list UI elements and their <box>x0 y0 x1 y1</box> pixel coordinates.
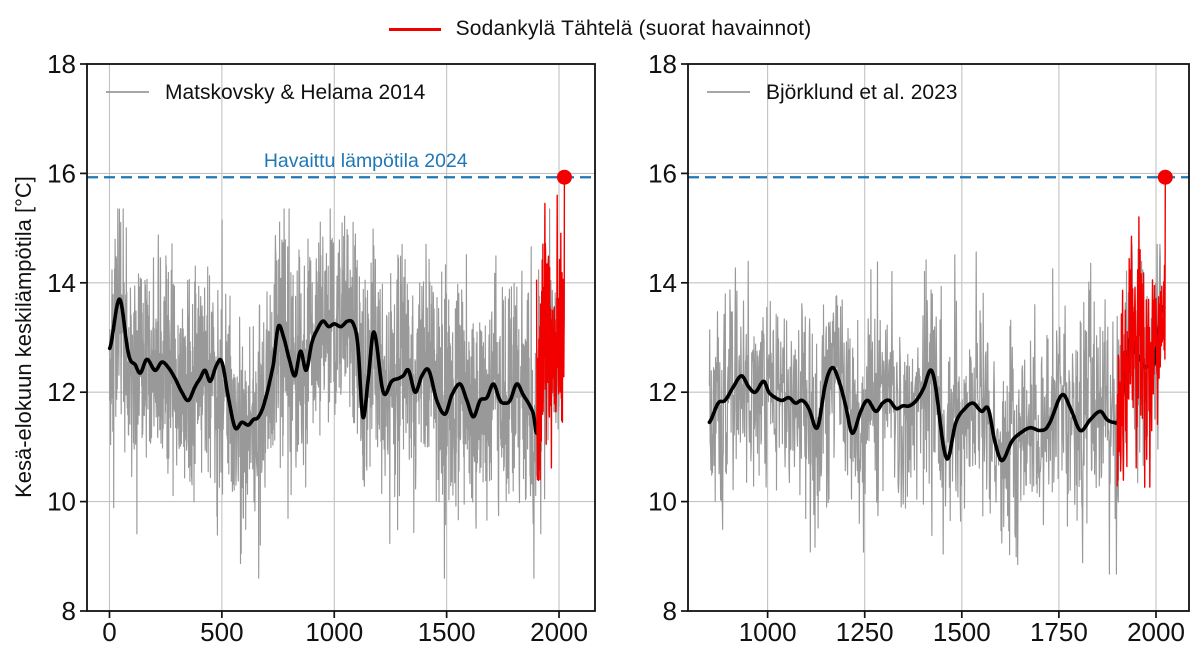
smoothed-mean-line <box>707 305 1166 463</box>
y-tick-label: 10 <box>47 487 76 517</box>
y-axis-label: Kesä-elokuun keskilämpötila [°C] <box>11 176 36 498</box>
smoothed-mean-line <box>107 297 562 435</box>
panel-legend-left: Matskovsky & Helama 2014 <box>106 81 426 104</box>
y-tick-label: 18 <box>47 49 76 79</box>
x-tick-label: 2000 <box>1127 617 1185 647</box>
plot-frame <box>687 63 1190 612</box>
x-tick-label: 1250 <box>836 617 894 647</box>
y-tick-label: 14 <box>648 268 677 298</box>
figure-legend: Sodankylä Tähtelä (suorat havainnot) <box>0 14 1200 44</box>
reconstruction-legend-label: Matskovsky & Helama 2014 <box>165 81 426 104</box>
x-tick-label: 0 <box>102 617 116 647</box>
y-tick-label: 18 <box>648 49 677 79</box>
x-tick-label: 1000 <box>305 617 363 647</box>
reconstruction-legend-label: Björklund et al. 2023 <box>766 81 957 104</box>
y-tick-label: 8 <box>663 596 677 626</box>
y-tick-label: 12 <box>648 377 677 407</box>
x-tick-label: 500 <box>200 617 243 647</box>
observations-annual-line <box>535 177 566 482</box>
x-tick-label: 1500 <box>418 617 476 647</box>
y-tick-label: 8 <box>62 596 76 626</box>
y-tick-label: 16 <box>648 158 677 188</box>
x-tick-label: 1000 <box>739 617 797 647</box>
panel-left: 0 500 1000 1500 2000 8 10 12 14 16 18 Matskovsky & … <box>47 49 596 647</box>
axes-right: 1000 1250 1500 1750 2000 8 10 12 14 16 18 <box>648 49 1185 647</box>
y-tick-label: 14 <box>47 268 76 298</box>
panel-legend-right: Björklund et al. 2023 <box>707 81 957 104</box>
y-tick-label: 16 <box>47 158 76 188</box>
observations-annual-line <box>1116 177 1166 488</box>
observations-legend-line-icon <box>388 27 441 31</box>
x-tick-label: 1750 <box>1030 617 1088 647</box>
axes-left: 0 500 1000 1500 2000 8 10 12 14 16 18 <box>47 49 588 647</box>
observed-2024-dot <box>556 169 572 185</box>
x-tick-label: 1500 <box>933 617 991 647</box>
observed-2024-dot <box>1157 169 1173 185</box>
reconstruction-annual-line <box>708 243 1162 575</box>
observations-legend-label: Sodankylä Tähtelä (suorat havainnot) <box>455 17 812 40</box>
y-tick-label: 10 <box>648 487 677 517</box>
plot-frame <box>86 63 596 612</box>
panel-right: 1000 1250 1500 1750 2000 8 10 12 14 16 18 Björklund… <box>648 49 1190 647</box>
x-tick-label: 2000 <box>530 617 588 647</box>
observed-temperature-2024-label: Havaittu lämpötila 2024 <box>264 150 468 172</box>
y-tick-label: 12 <box>47 377 76 407</box>
reconstruction-annual-line <box>109 208 561 579</box>
